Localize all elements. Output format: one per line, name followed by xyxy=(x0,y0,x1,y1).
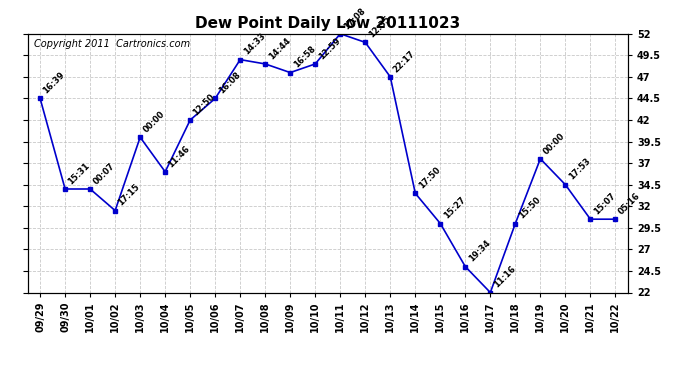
Text: 00:00: 00:00 xyxy=(141,110,166,135)
Text: 22:17: 22:17 xyxy=(392,49,417,74)
Text: 17:50: 17:50 xyxy=(417,165,442,190)
Text: 15:07: 15:07 xyxy=(592,191,617,216)
Text: 11:16: 11:16 xyxy=(492,264,517,290)
Text: 15:50: 15:50 xyxy=(517,195,542,221)
Text: 12:35: 12:35 xyxy=(366,14,392,40)
Text: 12:59: 12:59 xyxy=(317,36,342,61)
Title: Dew Point Daily Low 20111023: Dew Point Daily Low 20111023 xyxy=(195,16,460,31)
Text: 17:53: 17:53 xyxy=(566,157,592,182)
Text: 16:39: 16:39 xyxy=(41,70,67,96)
Text: 14:44: 14:44 xyxy=(266,36,292,61)
Text: 19:34: 19:34 xyxy=(466,238,492,264)
Text: 16:58: 16:58 xyxy=(292,45,317,70)
Text: 16:08: 16:08 xyxy=(217,70,241,96)
Text: 00:00: 00:00 xyxy=(542,131,566,156)
Text: Copyright 2011  Cartronics.com: Copyright 2011 Cartronics.com xyxy=(34,39,190,49)
Text: 17:15: 17:15 xyxy=(117,183,142,208)
Text: 05:16: 05:16 xyxy=(617,191,642,216)
Text: 12:50: 12:50 xyxy=(192,92,217,117)
Text: 17:08: 17:08 xyxy=(342,6,367,31)
Text: 15:31: 15:31 xyxy=(66,161,92,186)
Text: 14:33: 14:33 xyxy=(241,32,267,57)
Text: 15:27: 15:27 xyxy=(442,195,467,221)
Text: 11:46: 11:46 xyxy=(166,144,192,169)
Text: 00:07: 00:07 xyxy=(92,161,117,186)
